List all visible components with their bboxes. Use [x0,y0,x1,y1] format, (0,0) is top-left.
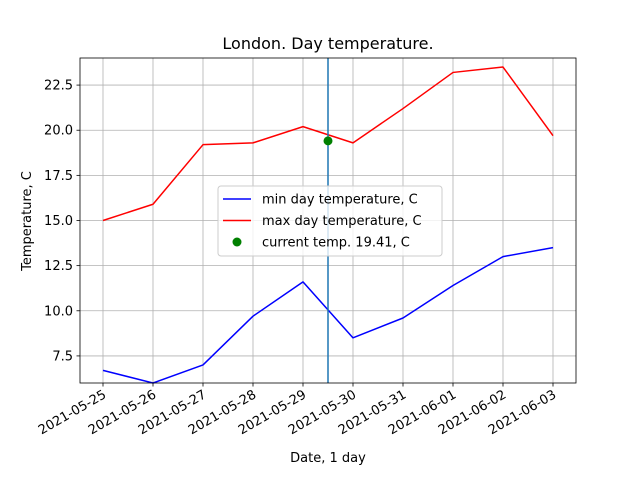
current-temperature-point [323,136,333,146]
x-axis-title: Date, 1 day [290,451,366,466]
legend-current-temperature-label: current temp. 19.41, C [262,236,410,251]
chart-title: London. Day temperature. [222,34,433,53]
y-tick-label: 15.0 [44,214,73,229]
legend-min-temperature-label: min day temperature, C [262,193,418,208]
y-tick-label: 7.5 [52,349,73,364]
y-tick-label: 20.0 [44,124,73,139]
legend-box [217,185,443,257]
legend: min day temperature, C max day temperatur… [217,185,443,257]
legend-current-temperature-swatch [232,237,242,247]
y-axis-title: Temperature, C [20,171,35,272]
series-layer [102,58,554,384]
y-tick-label: 22.5 [44,79,73,94]
y-tick-label: 10.0 [44,304,73,319]
y-tick-label: 12.5 [44,259,73,274]
y-tick-label: 17.5 [44,169,73,184]
legend-max-temperature-label: max day temperature, C [262,214,422,229]
